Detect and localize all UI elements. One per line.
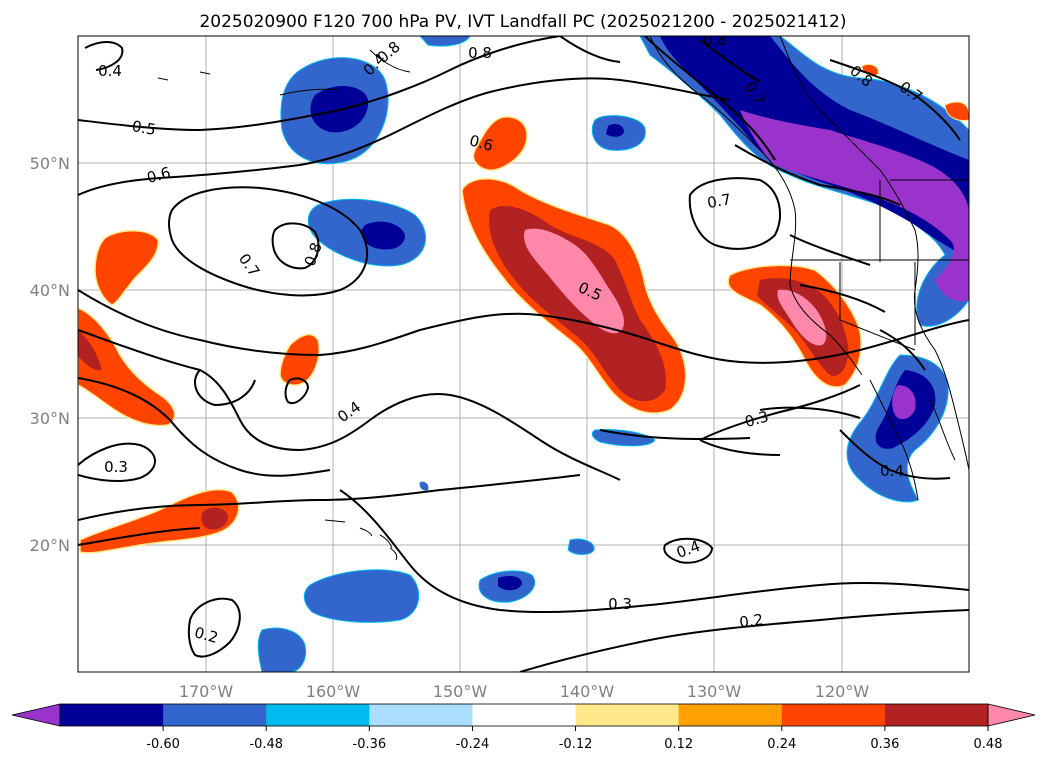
- colorbar-tick-label: -0.60: [146, 737, 180, 752]
- contour-label: 0.5: [131, 117, 158, 139]
- colorbar-segment: [678, 704, 783, 726]
- contour-label: 0.2: [192, 623, 220, 647]
- contour-label: 0.6: [467, 131, 495, 155]
- lat-label: 20°N: [30, 536, 70, 555]
- contour-label: 0.2: [738, 610, 764, 631]
- colorbar-segment: [884, 704, 989, 726]
- colorbar-segment: [575, 704, 680, 726]
- contour-label: 0.7: [706, 190, 733, 212]
- lat-label: 50°N: [30, 154, 70, 173]
- colorbar-extend-low: [11, 703, 61, 727]
- negative-anomaly-regions: [257, 36, 969, 672]
- lon-label: 140°W: [560, 682, 615, 701]
- colorbar-segment: [472, 704, 577, 726]
- colorbar-tick-label: 0.48: [974, 737, 1003, 752]
- colorbar-outline: [59, 703, 989, 727]
- colorbar-segments: [11, 703, 1036, 727]
- colorbar-tick-label: -0.24: [456, 737, 490, 752]
- contour-label: 0.4: [880, 462, 904, 480]
- contour-label: 0.8: [468, 44, 492, 62]
- contour-label: 0.8: [703, 31, 727, 49]
- colorbar-tick-label: 0.36: [870, 737, 899, 752]
- pv-contours: [78, 36, 969, 672]
- map-frame: [77, 35, 970, 673]
- colorbar-segment: [369, 704, 473, 726]
- chart-title: 2025020900 F120 700 hPa PV, IVT Landfall…: [199, 12, 846, 32]
- lon-label: 160°W: [306, 682, 361, 701]
- longitude-labels: 170°W 160°W 150°W 140°W 130°W 120°W: [179, 682, 870, 701]
- contour-label: 0.3: [743, 407, 771, 431]
- colorbar-tick-label: -0.36: [353, 737, 387, 752]
- lon-label: 120°W: [815, 682, 870, 701]
- latitude-labels: 50°N 40°N 30°N 20°N: [30, 154, 70, 555]
- map-area: 0.4 0.5 0.6 0.7 0.8 0.6 0.5 0.3 0.4 0.3 …: [78, 31, 969, 672]
- colorbar-segment: [60, 704, 164, 726]
- colorbar-segment: [266, 704, 370, 726]
- colorbar-ticks: -0.60 -0.48 -0.36 -0.24 -0.12 0.12 0.24 0.36 0.4…: [146, 726, 1003, 752]
- colorbar-tick-label: 0.24: [767, 737, 796, 752]
- colorbar-extend-high: [987, 703, 1036, 727]
- colorbar-tick-label: 0.12: [664, 737, 693, 752]
- lat-label: 30°N: [30, 409, 70, 428]
- contour-label: 0.3: [608, 595, 632, 613]
- contour-label: 0.4: [98, 62, 122, 80]
- colorbar: -0.60 -0.48 -0.36 -0.24 -0.12 0.12 0.24 0.36 0.4…: [11, 703, 1036, 752]
- colorbar-tick-label: -0.48: [249, 737, 283, 752]
- contour-label: 0.3: [104, 458, 128, 476]
- colorbar-tick-label: -0.12: [559, 737, 593, 752]
- colorbar-segment: [163, 704, 267, 726]
- lon-label: 130°W: [687, 682, 742, 701]
- contour-label: 0.6: [145, 163, 173, 187]
- lon-label: 170°W: [179, 682, 234, 701]
- lon-label: 150°W: [433, 682, 488, 701]
- colorbar-segment: [781, 704, 886, 726]
- lat-label: 40°N: [30, 281, 70, 300]
